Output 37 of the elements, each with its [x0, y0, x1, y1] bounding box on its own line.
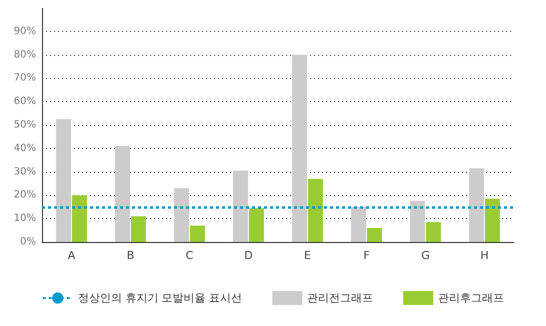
- bar: [469, 168, 484, 242]
- bar: [115, 146, 130, 242]
- y-tick-label: 0%: [20, 236, 36, 248]
- x-tick-label: D: [244, 249, 253, 262]
- bar: [292, 54, 308, 242]
- y-tick-label: 90%: [14, 26, 36, 37]
- bar: [484, 198, 500, 242]
- bar: [233, 170, 248, 242]
- bar: [426, 222, 441, 242]
- y-tick-label: 50%: [14, 120, 36, 130]
- x-tick-label: F: [363, 249, 370, 262]
- bar: [174, 188, 190, 242]
- legend-label: 정상인의 휴지기 모발비율 표시선: [78, 292, 242, 304]
- y-tick-label: 10%: [14, 213, 36, 224]
- y-tick-label: 40%: [14, 142, 36, 154]
- bar: [308, 178, 323, 242]
- bar: [72, 195, 87, 242]
- bar: [248, 208, 264, 242]
- bar: [351, 206, 366, 242]
- bar: [56, 119, 72, 242]
- bar: [130, 216, 146, 242]
- y-tick-label: 80%: [14, 49, 36, 60]
- legend-label: 관리후그래프: [438, 292, 504, 304]
- bar: [366, 228, 382, 242]
- y-tick-label: 60%: [14, 96, 36, 108]
- x-tick-label: B: [126, 249, 134, 262]
- y-tick-label: 30%: [14, 166, 36, 178]
- y-tick-label: 20%: [14, 190, 36, 201]
- x-tick-label: C: [186, 249, 194, 262]
- x-tick-label: H: [480, 249, 489, 262]
- x-tick-label: G: [421, 249, 430, 262]
- bar: [410, 201, 426, 242]
- x-tick-label: E: [304, 249, 312, 262]
- x-tick-label: A: [68, 249, 76, 262]
- bar: [190, 226, 205, 242]
- legend-label: 관리전그래프: [307, 292, 374, 304]
- y-tick-label: 70%: [14, 72, 36, 84]
